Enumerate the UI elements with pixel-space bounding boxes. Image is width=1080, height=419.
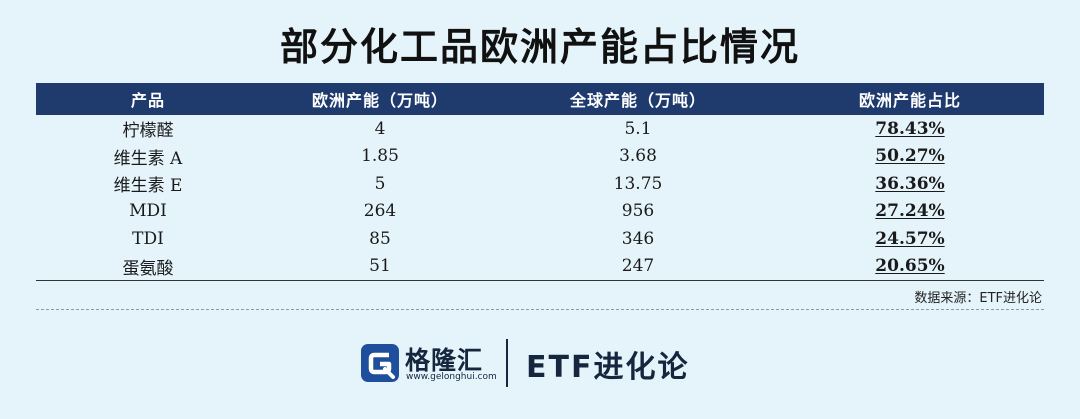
footer-divider (506, 339, 508, 387)
column-header-global-capacity: 全球产能（万吨） (500, 83, 776, 115)
cell-europe-capacity: 1.85 (361, 146, 399, 167)
share-value: 27.24% (875, 201, 945, 222)
cell-product: MDI (129, 201, 167, 222)
cell-europe-capacity: 5 (374, 173, 386, 194)
cell-europe-capacity: 51 (260, 252, 500, 281)
cell-global-capacity: 3.68 (619, 146, 657, 167)
cell-europe-share: 24.57% (776, 225, 1044, 253)
data-source-note: 数据来源：ETF进化论 (914, 291, 1042, 306)
page-title: 部分化工品欧洲产能占比情况 (279, 25, 800, 69)
column-header-europe-share: 欧洲产能占比 (776, 83, 1044, 115)
logo-name: 格隆汇 (405, 346, 484, 375)
capacity-table: 产品 欧洲产能（万吨） 全球产能（万吨） 欧洲产能占比 柠檬醛 4 5.1 78… (36, 83, 1044, 281)
cell-global-capacity: 247 (500, 252, 776, 281)
table-row: 柠檬醛 4 5.1 78.43% (36, 115, 1044, 143)
cell-product: 维生素 E (113, 176, 183, 197)
dashed-divider (36, 309, 1044, 310)
share-value: 24.57% (875, 228, 945, 249)
cell-product: 维生素 A (113, 148, 183, 169)
cell-product: TDI (132, 228, 164, 249)
share-value: 20.65% (875, 256, 945, 277)
logo-url: www.gelonghui.com (406, 372, 497, 382)
column-header-europe-capacity: 欧洲产能（万吨） (260, 83, 500, 115)
table-row: TDI 85 346 24.57% (36, 225, 1044, 253)
footer-branding: 格隆汇 www.gelonghui.com ETF进化论 (0, 336, 1080, 390)
table-row: 维生素 A 1.85 3.68 50.27% (36, 143, 1044, 171)
cell-global-capacity: 5.1 (624, 118, 652, 139)
cell-europe-capacity: 85 (369, 228, 391, 249)
gelonghui-logo-icon (361, 344, 399, 382)
cell-europe-share: 36.36% (776, 170, 1044, 198)
table-row: MDI 264 956 27.24% (36, 198, 1044, 226)
share-value: 36.36% (875, 173, 945, 194)
table-row: 维生素 E 5 13.75 36.36% (36, 170, 1044, 198)
share-value: 78.43% (875, 118, 945, 139)
cell-europe-capacity: 264 (363, 201, 397, 222)
table-row: 蛋氨酸 51 247 20.65% (36, 252, 1044, 281)
cell-europe-share: 27.24% (776, 198, 1044, 226)
cell-global-capacity: 346 (621, 228, 655, 249)
cell-europe-share: 20.65% (776, 252, 1044, 281)
brand-name: ETF进化论 (526, 350, 690, 385)
column-header-product: 产品 (36, 83, 260, 115)
cell-europe-share: 78.43% (776, 115, 1044, 143)
table-header-row: 产品 欧洲产能（万吨） 全球产能（万吨） 欧洲产能占比 (36, 83, 1044, 115)
share-value: 50.27% (875, 146, 945, 167)
cell-europe-share: 50.27% (776, 143, 1044, 171)
cell-global-capacity: 956 (621, 201, 655, 222)
cell-product: 柠檬醛 (122, 121, 174, 142)
cell-global-capacity: 13.75 (613, 173, 663, 194)
cell-product: 蛋氨酸 (36, 252, 260, 281)
cell-europe-capacity: 4 (374, 118, 386, 139)
